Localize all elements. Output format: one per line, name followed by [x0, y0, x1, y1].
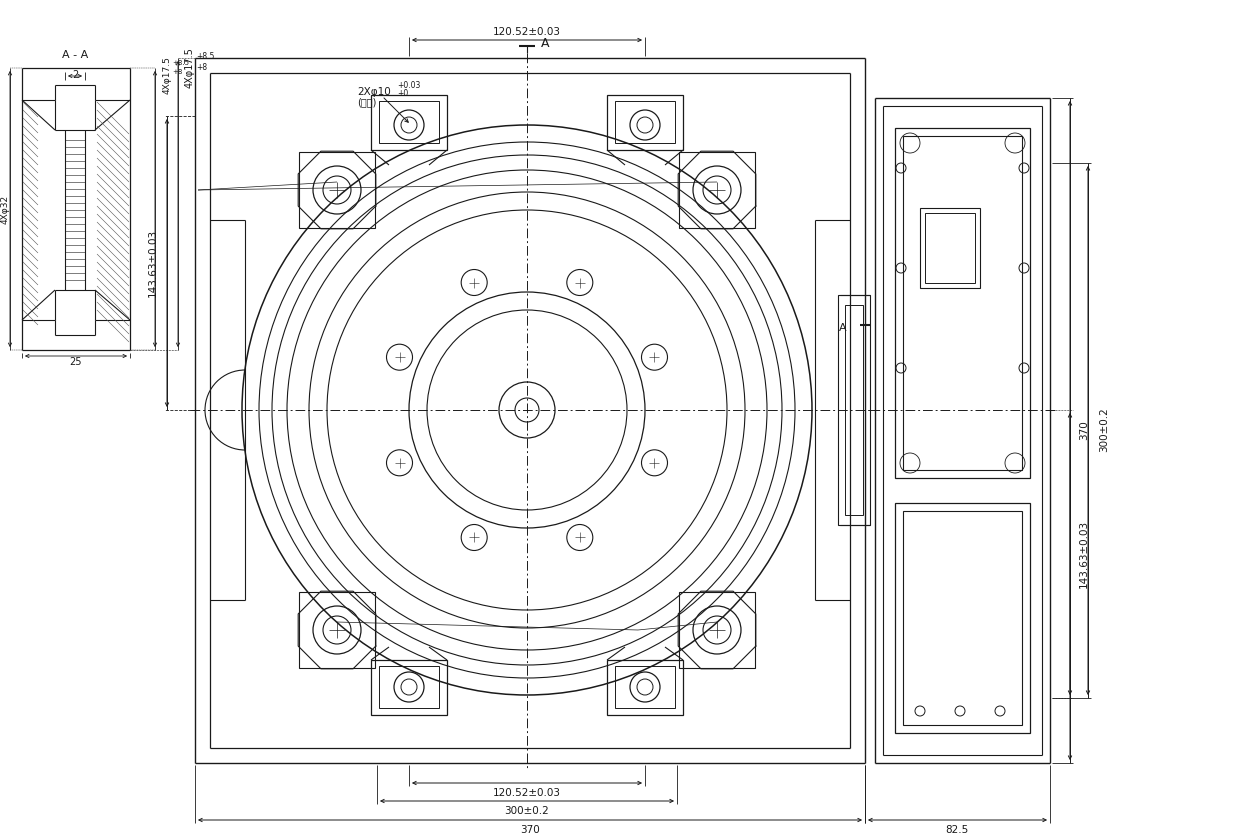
Bar [845, 305, 862, 515]
Text: A: A [839, 323, 846, 333]
Bar [299, 592, 375, 668]
Text: 300±0.2: 300±0.2 [1100, 407, 1109, 453]
Bar [616, 666, 675, 708]
Bar [607, 660, 683, 715]
Text: 4Xφ17.5: 4Xφ17.5 [185, 48, 195, 89]
Text: 120.52±0.03: 120.52±0.03 [493, 788, 561, 798]
Text: 2: 2 [72, 70, 78, 80]
Bar [379, 101, 439, 143]
Bar [379, 666, 439, 708]
Text: 4Xφ17.5: 4Xφ17.5 [163, 56, 172, 94]
Bar [371, 660, 447, 715]
Text: 143.63±0.03: 143.63±0.03 [1078, 520, 1090, 588]
Text: 82.5: 82.5 [946, 825, 969, 835]
Bar [679, 152, 755, 228]
Bar [903, 511, 1023, 725]
Bar [838, 295, 870, 525]
Text: +0.03: +0.03 [397, 80, 421, 90]
Bar [607, 95, 683, 150]
Text: +8.5: +8.5 [172, 60, 189, 66]
Text: 2Xφ10: 2Xφ10 [357, 87, 391, 97]
Text: 370: 370 [520, 825, 540, 835]
Text: 25: 25 [68, 357, 81, 367]
Bar [903, 136, 1023, 470]
Text: 370: 370 [1078, 420, 1090, 440]
Bar [925, 213, 975, 283]
Bar [679, 592, 755, 668]
Text: A - A: A - A [62, 50, 88, 60]
Text: 143.63±0.03: 143.63±0.03 [148, 229, 158, 297]
Bar [920, 208, 980, 288]
Text: 300±0.2: 300±0.2 [505, 806, 550, 816]
Bar [371, 95, 447, 150]
Text: +8: +8 [172, 69, 182, 75]
Bar [895, 503, 1030, 733]
Text: +8.5: +8.5 [196, 53, 215, 61]
Text: 4Xφ32: 4Xφ32 [0, 194, 10, 224]
Text: (通孔): (通孔) [357, 97, 376, 107]
Bar [895, 128, 1030, 478]
Text: +8: +8 [196, 64, 207, 73]
Text: 120.52±0.03: 120.52±0.03 [493, 27, 561, 37]
Bar [616, 101, 675, 143]
Text: A: A [541, 38, 550, 50]
Bar [299, 152, 375, 228]
Text: +0: +0 [397, 89, 408, 97]
